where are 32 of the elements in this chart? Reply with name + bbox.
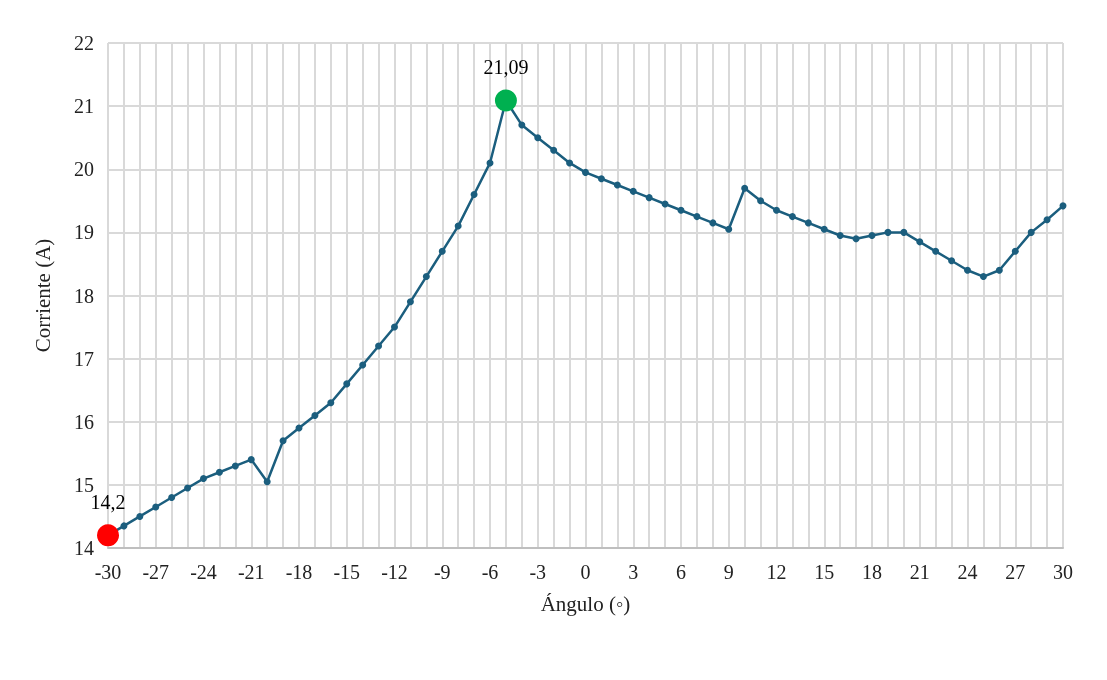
x-tick-label: -18 — [285, 561, 313, 583]
x-tick-label: 3 — [628, 561, 639, 583]
y-tick-label: 16 — [74, 410, 94, 433]
x-tick-label: 24 — [957, 561, 978, 583]
x-tick-label: 21 — [909, 561, 930, 583]
y-tick-label: 14 — [74, 537, 94, 559]
x-tick-label: -21 — [237, 561, 265, 583]
x-tick-label: 27 — [1005, 561, 1026, 583]
y-tick-label: 19 — [74, 221, 94, 244]
x-tick-label: 15 — [814, 561, 835, 583]
y-tick-label: 22 — [74, 32, 94, 54]
x-tick-label: -30 — [94, 561, 122, 583]
x-tick-label: 9 — [723, 561, 734, 583]
x-tick-label: -24 — [190, 561, 217, 583]
x-tick-label: -27 — [142, 561, 170, 583]
x-tick-label: 30 — [1053, 561, 1073, 583]
x-tick-label: -12 — [381, 561, 408, 583]
x-tick-label: 18 — [862, 561, 882, 583]
y-axis-title: Corriente (A) — [30, 238, 55, 353]
x-tick-label: -15 — [333, 561, 361, 583]
x-tick-label: 12 — [766, 561, 787, 583]
x-tick-label: -3 — [529, 561, 547, 583]
y-tick-label: 18 — [74, 284, 94, 307]
x-axis-title: Ángulo (◦) — [540, 591, 631, 616]
x-tick-label: 0 — [580, 561, 591, 583]
y-tick-label: 21 — [74, 95, 94, 118]
x-tick-label: -9 — [433, 561, 451, 583]
x-tick-label: -6 — [481, 561, 499, 583]
y-tick-label: 17 — [74, 347, 94, 370]
data-label: 21,09 — [483, 56, 529, 79]
x-tick-label: 6 — [676, 561, 686, 583]
y-tick-label: 20 — [74, 158, 94, 181]
